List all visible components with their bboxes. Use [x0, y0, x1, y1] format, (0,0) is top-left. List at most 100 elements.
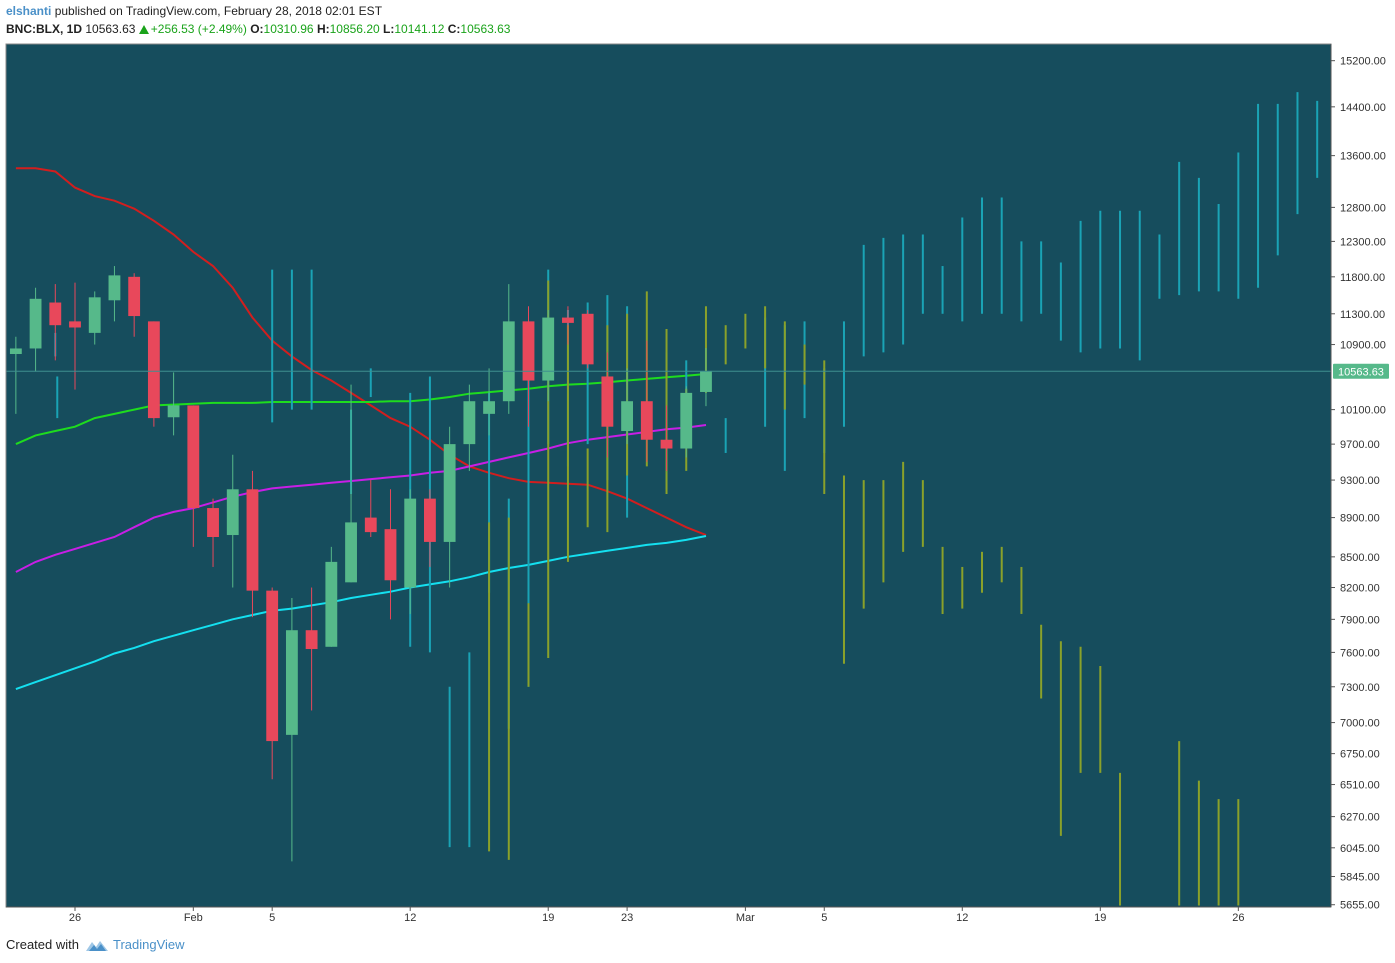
price-tick-label: 7600.00: [1340, 647, 1380, 659]
time-axis-ticks: 26 Feb 5 12 19 23 Mar 5 12 19 26: [69, 907, 1244, 924]
candle-body: [542, 317, 555, 381]
time-tick-label: Mar: [736, 912, 755, 924]
price-tick-label: 11800.00: [1340, 272, 1385, 284]
candle-body: [424, 498, 436, 542]
moving-average-cyan: [15, 535, 707, 691]
moving-average-red: [15, 167, 707, 536]
close-label: C:: [447, 22, 461, 36]
price-tick-label: 7300.00: [1340, 682, 1380, 694]
candle-body: [325, 561, 338, 647]
candle-body: [700, 371, 712, 392]
last-price: 10563.63: [85, 22, 136, 36]
published-text: published on TradingView.com, February 2…: [54, 4, 383, 18]
price-tick-label: 6510.00: [1340, 780, 1380, 792]
price-tick-label: 8500.00: [1340, 552, 1380, 564]
moving-averages: [15, 167, 707, 691]
close-value: 10563.63: [460, 22, 511, 36]
candle-body: [187, 405, 200, 509]
high-label: H:: [316, 22, 330, 36]
candle-body: [502, 321, 515, 402]
candle-body: [680, 392, 693, 449]
candle-body: [49, 302, 62, 326]
candle-body: [384, 529, 397, 581]
candle-body: [660, 439, 673, 449]
price-tick-label: 6270.00: [1340, 812, 1380, 824]
footer: Created with TradingView: [6, 937, 185, 953]
candle-body: [128, 276, 141, 317]
candle-body: [207, 508, 219, 537]
tradingview-brand-link[interactable]: TradingView: [112, 937, 185, 952]
time-tick-label: Feb: [184, 912, 203, 924]
price-tick-label: 10100.00: [1340, 405, 1386, 417]
price-tick-label: 8200.00: [1340, 583, 1380, 595]
time-tick-label: 26: [69, 912, 81, 924]
open-label: O:: [250, 22, 264, 36]
tradingview-logo-icon: [85, 940, 108, 951]
candle-body: [29, 298, 42, 349]
candle-body: [108, 275, 121, 301]
price-tick-label: 5655.00: [1340, 900, 1380, 912]
moving-average-magenta: [15, 424, 707, 573]
ohlc-legend: BNC:BLX, 1D 10563.63 +256.53 (+2.49%) O:…: [6, 22, 510, 36]
high-value: 10856.20: [329, 22, 380, 36]
last-price-tag-text: 10563.63: [1338, 366, 1384, 378]
price-tick-label: 12300.00: [1340, 236, 1386, 248]
price-tick-label: 9300.00: [1340, 475, 1380, 487]
candle-body: [167, 405, 180, 418]
candle-body: [69, 321, 81, 328]
candle-body: [621, 401, 634, 432]
candle-body: [246, 489, 259, 591]
candle-body: [601, 376, 614, 427]
candle-body: [581, 313, 594, 365]
candle-body: [88, 297, 101, 333]
candle-body: [147, 321, 160, 419]
candle-body: [305, 630, 318, 650]
created-with-text: Created with: [6, 937, 79, 952]
price-tick-label: 12800.00: [1340, 202, 1386, 214]
change-value: +256.53 (+2.49%): [138, 22, 247, 36]
candle-body: [443, 444, 456, 542]
open-value: 10310.96: [263, 22, 314, 36]
candle-body: [404, 498, 417, 588]
up-arrow-icon: [138, 25, 149, 34]
time-tick-label: 12: [404, 912, 416, 924]
candle-body: [562, 317, 574, 323]
candles: [9, 266, 712, 862]
price-tick-label: 8900.00: [1340, 513, 1380, 525]
price-tick-label: 14400.00: [1340, 102, 1386, 114]
low-value: 10141.12: [394, 22, 445, 36]
candle-body: [522, 321, 535, 381]
time-axis[interactable]: [6, 907, 1331, 925]
symbol-label: BNC:BLX, 1D: [6, 22, 83, 36]
last-price-tag: 10563.63: [1333, 363, 1389, 379]
time-tick-label: 23: [621, 912, 633, 924]
price-tick-label: 7000.00: [1340, 718, 1380, 730]
price-tick-label: 13600.00: [1340, 151, 1386, 163]
publish-info: elshanti published on TradingView.com, F…: [6, 4, 382, 18]
price-tick-label: 5845.00: [1340, 872, 1380, 884]
price-tick-label: 9700.00: [1340, 439, 1380, 451]
candle-body: [483, 401, 495, 414]
price-tick-label: 6750.00: [1340, 749, 1380, 761]
price-tick-label: 6045.00: [1340, 843, 1380, 855]
price-axis-ticks: 5655.00 5845.00 6045.00 6270.00 6510.00 6750.…: [1331, 56, 1386, 912]
time-tick-label: 26: [1232, 912, 1244, 924]
author-link[interactable]: elshanti: [6, 4, 52, 18]
price-tick-label: 7900.00: [1340, 614, 1380, 626]
price-tick-label: 15200.00: [1340, 56, 1386, 68]
candle-body: [345, 522, 357, 583]
time-tick-label: 5: [269, 912, 275, 924]
candle-body: [364, 517, 377, 533]
candle-body: [463, 401, 476, 445]
time-tick-label: 5: [821, 912, 827, 924]
candle-body: [285, 630, 298, 735]
time-tick-label: 12: [956, 912, 968, 924]
price-axis[interactable]: [1331, 44, 1395, 907]
price-tick-label: 10900.00: [1340, 340, 1386, 352]
low-label: L:: [383, 22, 395, 36]
price-tick-label: 11300.00: [1340, 309, 1385, 321]
moving-average-green: [15, 373, 707, 446]
time-tick-label: 19: [1094, 912, 1106, 924]
candle-body: [266, 590, 279, 742]
